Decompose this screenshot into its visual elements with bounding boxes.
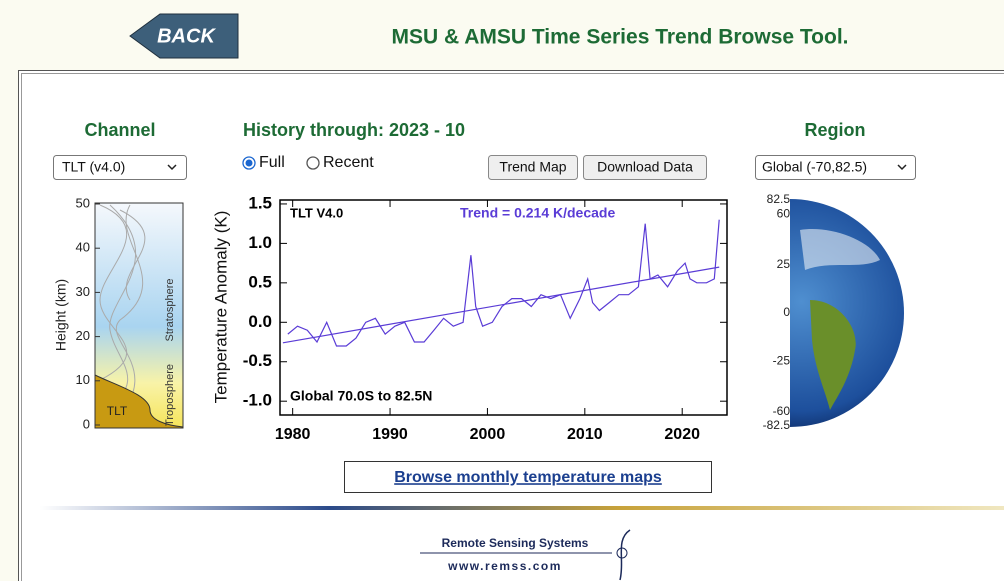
select-value: TLT (v4.0) xyxy=(62,159,125,175)
y-tick-label: -1.0 xyxy=(243,391,272,410)
y-tick-label: 40 xyxy=(76,240,90,255)
radio-label: Recent xyxy=(323,154,374,171)
channel-label: Channel xyxy=(84,120,155,140)
y-tick-label: 1.5 xyxy=(248,193,272,212)
back-button[interactable]: BACK xyxy=(130,14,238,58)
y-tick-label: 1.0 xyxy=(248,233,272,252)
weighting-ylabel: Height (km) xyxy=(53,279,69,351)
link-text: Browse monthly temperature maps xyxy=(394,469,662,486)
browse-link[interactable]: Browse monthly temperature maps xyxy=(345,462,712,493)
y-tick-label: 0.5 xyxy=(248,272,272,291)
latitude-label: 0 xyxy=(783,305,790,319)
x-tick-label: 2020 xyxy=(664,426,700,443)
region-select[interactable]: Global (-70,82.5) xyxy=(756,156,916,180)
button-label: Download Data xyxy=(597,159,693,175)
plot-frame xyxy=(280,200,727,415)
latitude-label: 60 xyxy=(777,206,791,220)
x-tick-label: 1990 xyxy=(372,426,408,443)
y-tick-label: -0.5 xyxy=(243,351,272,370)
latitude-label: -60 xyxy=(773,404,791,418)
trend-map-button[interactable]: Trend Map xyxy=(489,156,578,180)
y-axis-label: Temperature Anomaly (K) xyxy=(211,211,230,404)
tlt-label: TLT xyxy=(107,404,128,418)
latitude-label: -25 xyxy=(773,353,791,367)
button-label: Trend Map xyxy=(499,159,566,175)
back-label: BACK xyxy=(157,25,216,47)
footer-url: www.remss.com xyxy=(447,559,562,573)
radio-circle xyxy=(307,157,319,169)
y-tick-label: 0 xyxy=(83,416,90,431)
latitude-label: 25 xyxy=(777,257,791,271)
y-tick-label: 30 xyxy=(76,284,90,299)
region-annotation: Global 70.0S to 82.5N xyxy=(290,388,432,404)
radio-option[interactable]: Full xyxy=(243,154,285,171)
radio-label: Full xyxy=(259,154,285,171)
x-tick-label: 2000 xyxy=(470,426,506,443)
footer-org: Remote Sensing Systems xyxy=(442,536,589,550)
y-tick-label: 20 xyxy=(76,328,90,343)
region-label: Region xyxy=(805,120,866,140)
chart-title: TLT V4.0 xyxy=(290,205,343,220)
select-value: Global (-70,82.5) xyxy=(762,159,867,175)
page: BACK MSU & AMSU Time Series Trend Browse… xyxy=(0,0,1004,581)
x-tick-label: 1980 xyxy=(275,426,311,443)
history-label: History through: 2023 - 10 xyxy=(243,120,465,140)
download-button[interactable]: Download Data xyxy=(584,156,707,180)
trend-label: Trend = 0.214 K/decade xyxy=(460,205,615,221)
y-tick-label: 10 xyxy=(76,372,90,387)
latitude-label: -82.5 xyxy=(763,418,791,432)
troposphere-label: Troposphere xyxy=(164,364,176,426)
channel-select[interactable]: TLT (v4.0) xyxy=(54,156,187,180)
x-tick-label: 2010 xyxy=(567,426,603,443)
screen: BACK MSU & AMSU Time Series Trend Browse… xyxy=(0,0,1004,581)
stratosphere-label: Stratosphere xyxy=(164,279,176,342)
radio-dot xyxy=(246,160,253,167)
latitude-label: 82.5 xyxy=(767,192,791,206)
y-tick-label: 50 xyxy=(76,195,90,210)
divider xyxy=(40,506,1004,510)
page-title: MSU & AMSU Time Series Trend Browse Tool… xyxy=(391,26,848,49)
y-tick-label: 0.0 xyxy=(248,312,272,331)
